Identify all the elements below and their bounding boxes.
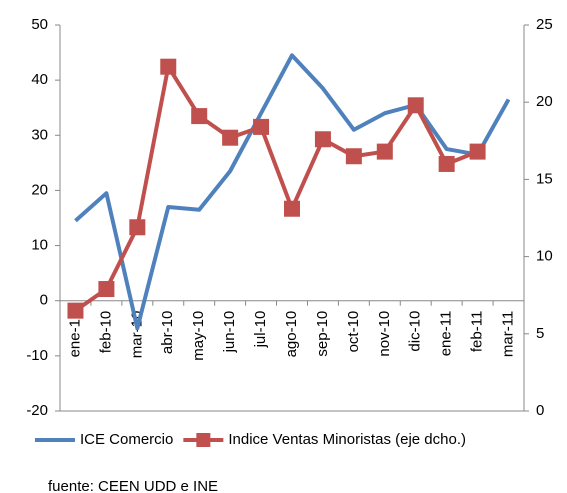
legend-marker	[196, 433, 211, 447]
y-tick-label: 30	[31, 126, 48, 143]
x-tick-label: nov-10	[376, 311, 393, 357]
point-marker	[314, 131, 331, 148]
x-tick-label: ene-11	[438, 311, 455, 357]
legend-label: Indice Ventas Minoristas (eje dcho.)	[228, 431, 466, 448]
y-tick-label: 40	[31, 71, 48, 88]
y2-tick-label: 25	[536, 16, 553, 33]
point-marker	[469, 143, 486, 160]
x-tick-label: jun-10	[221, 311, 238, 354]
point-marker	[376, 143, 393, 160]
y2-tick-label: 15	[536, 170, 553, 187]
y-tick-label: 0	[40, 292, 48, 309]
y2-tick-label: 20	[536, 93, 553, 110]
point-marker	[67, 302, 84, 319]
point-marker	[438, 155, 455, 172]
y-tick-label: 50	[31, 16, 48, 33]
point-marker	[98, 281, 115, 298]
x-tick-label: feb-10	[97, 311, 114, 354]
x-tick-label: sep-10	[314, 311, 331, 357]
x-tick-label: jul-10	[252, 311, 269, 349]
point-marker	[191, 108, 208, 125]
point-marker	[345, 148, 362, 165]
point-marker	[407, 97, 424, 114]
y-tick-label: 20	[31, 181, 48, 198]
point-marker	[129, 219, 146, 236]
x-tick-label: feb-11	[469, 311, 486, 352]
point-marker	[253, 118, 270, 135]
x-tick-label: oct-10	[345, 311, 362, 353]
y-tick-label: -20	[26, 402, 48, 419]
y-tick-label: -10	[26, 347, 48, 364]
series-line	[74, 53, 511, 331]
source-note: fuente: CEEN UDD e INE	[48, 478, 218, 493]
legend-label: ICE Comercio	[80, 431, 173, 448]
x-tick-label: ago-10	[283, 311, 300, 358]
x-tick-label: mar-10	[128, 311, 145, 359]
y2-tick-label: 5	[536, 325, 544, 342]
y2-tick-label: 10	[536, 248, 553, 265]
x-tick-label: dic-10	[407, 311, 424, 352]
y-tick-label: 10	[31, 237, 48, 254]
point-marker	[222, 129, 239, 146]
point-marker	[284, 200, 300, 217]
y2-tick-label: 0	[536, 402, 544, 419]
point-marker	[160, 58, 177, 75]
x-tick-label: may-10	[190, 311, 207, 361]
x-tick-label: mar-11	[500, 311, 517, 357]
x-tick-label: abr-10	[159, 311, 176, 354]
x-tick-label: ene-10	[66, 311, 83, 358]
